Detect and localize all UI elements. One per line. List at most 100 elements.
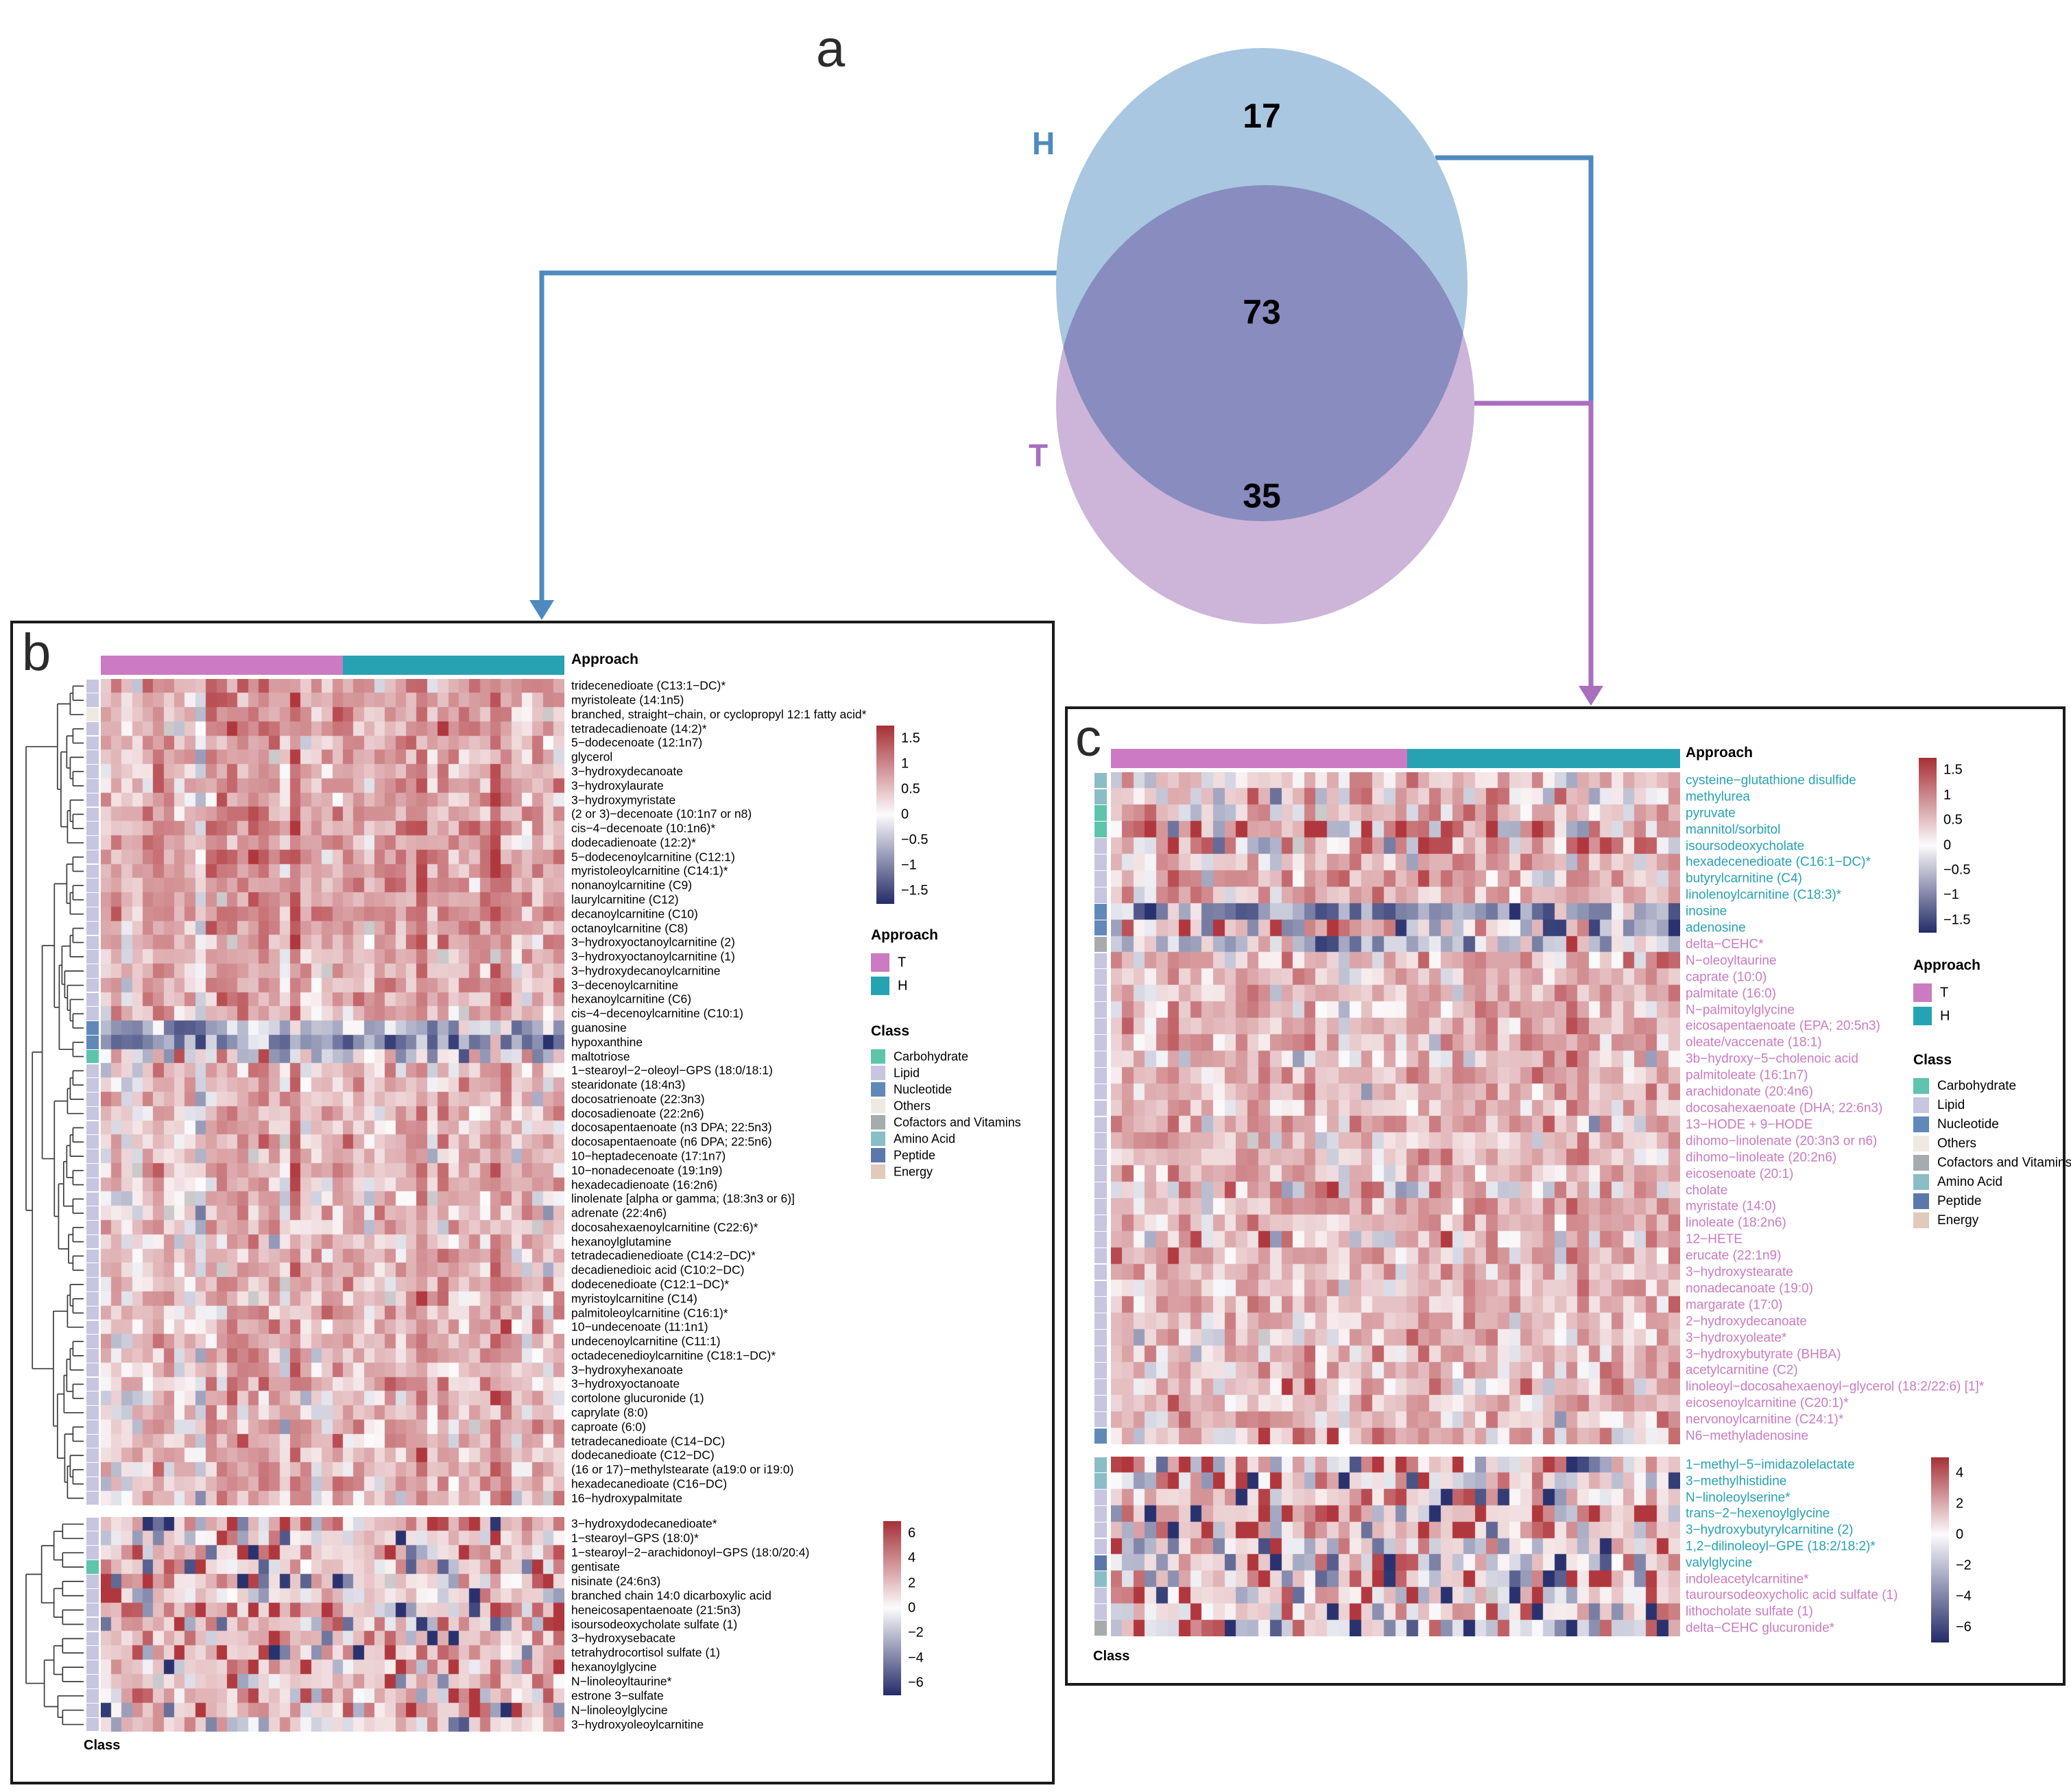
- class-chip: [86, 1078, 99, 1092]
- panel-c-approach-header: Approach: [1686, 745, 1753, 761]
- panel-b-approach-header: Approach: [571, 652, 639, 667]
- class-chip: [86, 1588, 99, 1603]
- row-label: 10−undecenoate (11:1n1): [571, 1319, 708, 1334]
- row-label: 3−hydroxysebacate: [571, 1631, 676, 1645]
- legend-b-approach-label: H: [898, 978, 908, 993]
- colorbar-tick: 4: [1956, 1465, 1964, 1480]
- class-chip: [1094, 1457, 1107, 1473]
- colorbar-tick: −1: [901, 857, 917, 873]
- row-label: tetradecadienedioate (C14:2−DC)*: [571, 1248, 756, 1263]
- colorbar-tick: 2: [908, 1575, 916, 1591]
- row-label: methylurea: [1686, 789, 1750, 804]
- class-chip: [86, 1491, 99, 1505]
- colorbar-tick: −6: [908, 1675, 924, 1691]
- class-chip: [1094, 1264, 1107, 1280]
- class-chip: [1094, 1330, 1107, 1346]
- legend-c-class-title: Class: [1913, 1052, 1952, 1068]
- class-chip: [86, 793, 99, 807]
- class-chip: [1094, 1166, 1107, 1182]
- class-chip: [1094, 1051, 1107, 1067]
- row-label: 13−HODE + 9−HODE: [1686, 1117, 1813, 1132]
- row-label: hexanoylglycine: [571, 1660, 657, 1674]
- class-chip: [86, 950, 99, 964]
- class-chip: [86, 1420, 99, 1434]
- row-label: 3−hydroxyoleate*: [1686, 1330, 1787, 1346]
- class-chip: [86, 1049, 99, 1064]
- row-label: cortolone glucuronide (1): [571, 1391, 704, 1405]
- class-chip: [86, 893, 99, 907]
- row-label: caprylate (8:0): [571, 1405, 648, 1420]
- colorbar-tick: −2: [1956, 1557, 1972, 1573]
- class-chip: [1094, 1133, 1107, 1149]
- class-chip: [86, 921, 99, 935]
- class-chip: [86, 1092, 99, 1106]
- approach-bar-t: [1111, 749, 1407, 768]
- class-chip: [1094, 1035, 1107, 1051]
- class-chip: [86, 1448, 99, 1463]
- class-chip: [1094, 772, 1107, 789]
- class-chip: [86, 1717, 99, 1732]
- heatmap-b-top-canvas: [101, 679, 564, 1505]
- row-label: laurylcarnitine (C12): [571, 892, 679, 907]
- row-label: dodecanedioate (C12−DC): [571, 1448, 715, 1462]
- row-label: 1−stearoyl−2−arachidonoyl−GPS (18:0/20:4…: [571, 1545, 810, 1560]
- row-label: tetrahydrocortisol sulfate (1): [571, 1645, 720, 1660]
- panel-a-letter: a: [816, 20, 846, 78]
- colorbar-tick: 1.5: [901, 730, 920, 746]
- class-chip: [1094, 789, 1107, 805]
- class-chip: [1094, 855, 1107, 870]
- class-chip: [86, 850, 99, 864]
- row-label: 5−dodecenoate (12:1n7): [571, 735, 703, 750]
- class-chip: [86, 1517, 99, 1531]
- class-chip: [1094, 1555, 1107, 1571]
- class-chip: [86, 1306, 99, 1320]
- row-label: decadienedioic acid (C10:2−DC): [571, 1263, 745, 1277]
- legend-b-class-title: Class: [871, 1023, 910, 1039]
- legend-c-approach-label: T: [1940, 985, 1949, 1000]
- row-label: 10−heptadecenoate (17:1n7): [571, 1149, 726, 1163]
- class-chip: [86, 1221, 99, 1234]
- row-label: estrone 3−sulfate: [571, 1688, 664, 1703]
- row-label: arachidonate (20:4n6): [1686, 1084, 1813, 1099]
- row-label: nonanoylcarnitine (C9): [571, 878, 693, 892]
- legend-c-approach-chip: [1913, 983, 1932, 1002]
- legend-c-class-chip: [1913, 1116, 1929, 1132]
- row-label: N6−methyladenosine: [1686, 1429, 1809, 1444]
- row-label: 1−stearoyl−GPS (18:0)*: [571, 1531, 699, 1545]
- row-label: dihomo−linolenate (20:3n3 or n6): [1686, 1134, 1878, 1149]
- row-label: 16−hydroxypalmitate: [571, 1490, 682, 1505]
- row-label: hexanoylcarnitine (C6): [571, 992, 692, 1006]
- class-chip: [86, 693, 99, 707]
- dendrogram-b-top: [25, 685, 84, 1499]
- row-label: valylglycine: [1686, 1555, 1753, 1570]
- row-label: undecenoylcarnitine (C11:1): [571, 1334, 721, 1348]
- class-chip: [86, 1363, 99, 1377]
- row-label: delta−CEHC*: [1686, 937, 1764, 952]
- connector-h-to-panel-b: [539, 270, 1058, 600]
- legend-b-class-label: Amino Acid: [894, 1132, 956, 1145]
- colorbar-tick: 6: [908, 1525, 916, 1541]
- colorbar-tick: 0: [1956, 1527, 1964, 1542]
- colorbar-tick: −0.5: [901, 832, 929, 848]
- legend-b-class-chip: [871, 1082, 885, 1097]
- row-label: caprate (10:0): [1686, 970, 1767, 985]
- class-chip: [1094, 1247, 1107, 1264]
- class-chip: [86, 1660, 99, 1674]
- class-chip: [86, 992, 99, 1007]
- class-chip: [1094, 920, 1107, 936]
- row-label: cholate: [1686, 1183, 1728, 1197]
- class-chip: [86, 1546, 99, 1560]
- colorbar-tick: 1.5: [1943, 762, 1963, 778]
- row-label: (2 or 3)−decenoate (10:1n7 or n8): [571, 807, 752, 821]
- class-chip: [86, 1632, 99, 1646]
- row-label: oleate/vaccenate (18:1): [1686, 1035, 1822, 1050]
- legend-b-class-label: Nucleotide: [894, 1082, 953, 1096]
- class-chip: [86, 721, 99, 736]
- class-chip: [86, 750, 99, 765]
- venn-count-h-only: 17: [1243, 97, 1281, 135]
- row-label: 3b−hydroxy−5−cholenoic acid: [1686, 1051, 1858, 1066]
- colorbar-tick: 2: [1956, 1496, 1964, 1511]
- legend-b-class-chip: [871, 1115, 885, 1130]
- row-label: gentisate: [571, 1560, 621, 1574]
- row-label: adenosine: [1686, 920, 1746, 935]
